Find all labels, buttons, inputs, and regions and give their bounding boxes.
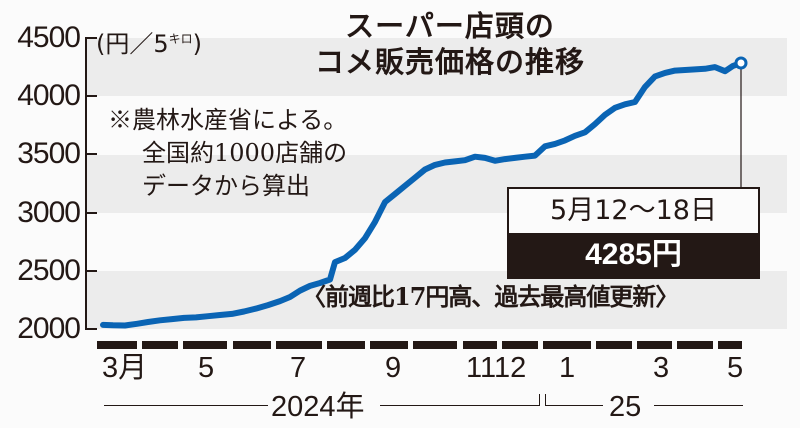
y-tick-label: 4500: [17, 21, 81, 54]
month-bar: [327, 341, 365, 349]
y-tick: [85, 37, 97, 39]
latest-value-callout: 5月12～18日 4285円: [507, 187, 760, 279]
year-2025-line-right: [654, 405, 743, 406]
y-tick-label: 3500: [17, 137, 81, 171]
month-bar: [637, 341, 672, 349]
title-line-1: スーパー店頭の: [345, 9, 555, 43]
x-tick-label: 3月: [102, 352, 148, 384]
price-line: [100, 60, 744, 329]
month-bar: [276, 341, 322, 349]
x-tick-label: 3: [653, 352, 670, 384]
month-bar: [183, 341, 227, 349]
note-line-3: データから算出: [142, 172, 310, 200]
y-tick: [85, 153, 97, 156]
x-tick-label: 7: [290, 352, 307, 384]
month-bar: [413, 341, 457, 349]
x-tick-label: 1: [559, 352, 576, 384]
year-break-right: [545, 394, 546, 406]
x-tick-label: 5: [727, 352, 744, 384]
x-tick-label: 1112: [466, 352, 527, 384]
change-note: 〈前週比17円高、過去最高値更新〉: [302, 282, 679, 311]
month-bar: [677, 341, 713, 349]
month-bar: [596, 341, 632, 349]
year-break-left: [539, 394, 540, 406]
callout-value: 4285円: [509, 233, 758, 277]
y-tick-label: 2500: [17, 253, 81, 287]
y-tick: [85, 269, 97, 272]
note-line-2: 全国約1000店舗の: [142, 139, 348, 167]
band-4000-4500: [86, 38, 787, 96]
year-2024-line-left: [104, 405, 268, 406]
chart-title: スーパー店頭の コメ販売価格の推移: [260, 8, 640, 80]
y-tick-label: 3000: [17, 195, 81, 229]
y-tick: [85, 328, 97, 330]
callout-date: 5月12～18日: [550, 195, 717, 226]
y-tick-label: 2000: [17, 312, 81, 345]
month-bar: [718, 341, 742, 349]
latest-point-marker: [734, 56, 748, 70]
source-note: ※農林水産省による。 全国約1000店舗の データから算出: [108, 104, 347, 203]
x-tick-label: 9: [385, 352, 402, 384]
month-bar: [502, 341, 538, 349]
year-2024-line-right: [380, 405, 539, 406]
x-tick-label: 5: [198, 352, 215, 384]
month-bar: [142, 341, 178, 349]
y-axis: [85, 38, 87, 330]
y-tick-label: 4000: [17, 79, 81, 113]
month-bar: [370, 341, 408, 349]
y-axis-unit: (円／5キロ): [96, 30, 203, 58]
y-tick: [85, 211, 97, 214]
month-bar: [463, 341, 497, 349]
year-2025-line-left: [545, 405, 603, 406]
month-bar: [97, 341, 137, 349]
month-bar: [543, 341, 591, 349]
month-bar: [233, 341, 271, 349]
title-line-2: コメ販売価格の推移: [314, 45, 585, 79]
note-line-1: ※農林水産省による。: [108, 106, 348, 134]
year-2024-label: 2024年: [268, 390, 368, 424]
y-tick: [85, 95, 97, 98]
year-2025-label: 25: [606, 390, 645, 424]
